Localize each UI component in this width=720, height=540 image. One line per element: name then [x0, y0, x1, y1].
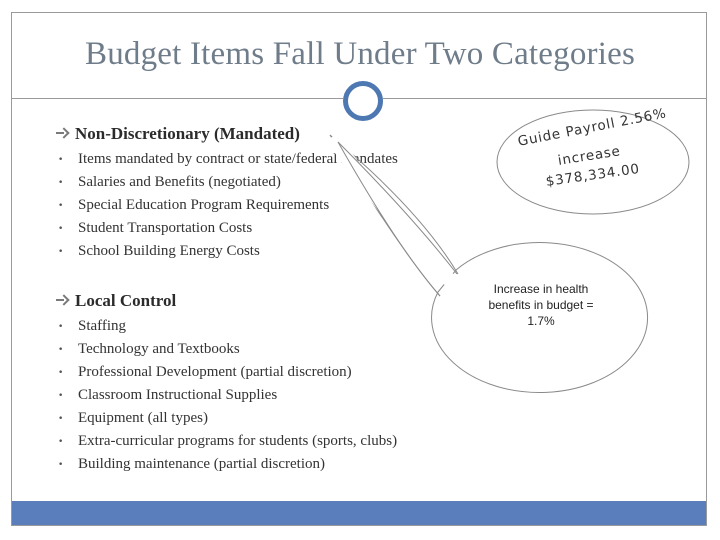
cloud-callout: Guide Payroll 2.56% increase $378,334.00 — [508, 105, 676, 198]
title-rule-left — [12, 98, 343, 99]
bullet-icon: • — [58, 414, 64, 424]
list-item: Professional Development (partial discre… — [78, 364, 352, 380]
bubble-text-line: benefits in budget = — [488, 298, 594, 312]
list-item: School Building Energy Costs — [78, 243, 260, 259]
bullet-icon: • — [58, 322, 64, 332]
list-item: Items mandated by contract or state/fede… — [78, 151, 398, 167]
slide-frame — [11, 12, 707, 526]
bubble-tail-fill — [326, 132, 460, 291]
bubble-text-line: 1.7% — [527, 314, 555, 328]
section-heading-local-control: Local Control — [56, 291, 176, 311]
list-item: Equipment (all types) — [78, 410, 208, 426]
bullet-icon: • — [58, 460, 64, 470]
section-heading-non-discretionary: Non-Discretionary (Mandated) — [56, 124, 300, 144]
section-heading-label: Non-Discretionary (Mandated) — [75, 124, 300, 143]
bubble-text-line: Increase in health — [493, 282, 589, 296]
bullet-icon: • — [58, 201, 64, 211]
list-item: Special Education Program Requirements — [78, 197, 330, 213]
bullet-icon: • — [58, 178, 64, 188]
list-item: Student Transportation Costs — [78, 220, 253, 236]
bullet-icon: • — [58, 155, 64, 165]
bullet-icon: • — [58, 391, 64, 401]
title-ring-ornament — [343, 81, 383, 121]
list-item: Classroom Instructional Supplies — [78, 387, 278, 403]
slide-title: Budget Items Fall Under Two Categories — [84, 36, 635, 72]
list-item: Staffing — [78, 318, 127, 334]
speech-bubble-callout: Increase in health benefits in budget = … — [466, 281, 616, 329]
speech-bubble-shape — [431, 242, 649, 394]
arrow-bullet-icon — [56, 129, 69, 138]
bullet-icon: • — [58, 437, 64, 447]
bubble-tail-edge-top — [337, 141, 458, 275]
list-item: Salaries and Benefits (negotiated) — [78, 174, 281, 190]
list-item: Building maintenance (partial discretion… — [78, 456, 326, 472]
arrow-bullet-icon — [56, 296, 69, 305]
list-item: Extra-curricular programs for students (… — [78, 433, 398, 449]
bubble-tail-edge-bottom — [337, 141, 441, 297]
title-rule-right — [383, 98, 706, 99]
bullet-icon: • — [58, 368, 64, 378]
bullet-icon: • — [58, 345, 64, 355]
section-heading-label: Local Control — [75, 291, 177, 310]
bullet-icon: • — [58, 247, 64, 257]
cloud-callout-shape — [496, 109, 690, 215]
list-item: Technology and Textbooks — [78, 341, 240, 357]
footer-accent-bar — [12, 501, 706, 525]
bullet-icon: • — [58, 224, 64, 234]
